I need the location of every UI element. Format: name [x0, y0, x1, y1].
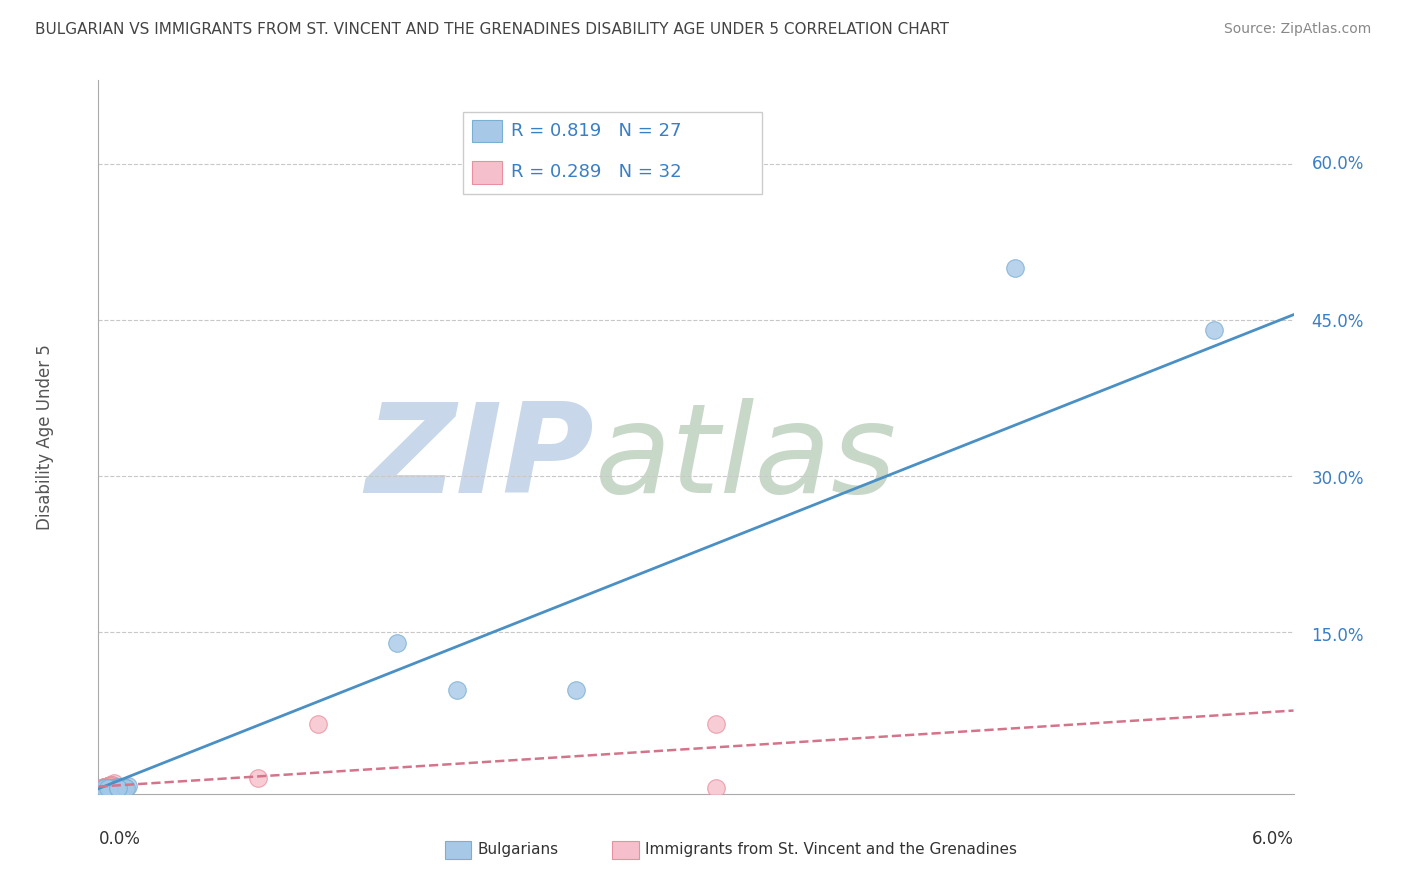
- Point: [98, 779, 122, 793]
- Point: [103, 780, 125, 794]
- Point: [103, 780, 125, 795]
- Text: R = 0.289   N = 32: R = 0.289 N = 32: [510, 163, 682, 181]
- Point: [96, 780, 118, 794]
- Point: [101, 777, 124, 791]
- Point: [115, 780, 138, 795]
- Point: [97, 780, 120, 795]
- Point: [112, 780, 135, 794]
- Point: [97, 779, 120, 793]
- Point: [98, 779, 122, 793]
- Point: [93, 780, 115, 795]
- Point: [97, 780, 120, 794]
- Point: [103, 780, 125, 795]
- Point: [101, 780, 124, 795]
- Point: [97, 779, 120, 793]
- Point: [107, 780, 129, 795]
- Point: [98, 780, 122, 795]
- FancyBboxPatch shape: [463, 112, 762, 194]
- Text: Source: ZipAtlas.com: Source: ZipAtlas.com: [1223, 22, 1371, 37]
- Point: [107, 780, 129, 794]
- Text: 30.0%: 30.0%: [1312, 470, 1364, 488]
- Point: [96, 780, 118, 794]
- Point: [97, 780, 120, 795]
- Point: [246, 771, 269, 785]
- Point: [704, 717, 727, 731]
- FancyBboxPatch shape: [613, 841, 638, 859]
- Point: [117, 779, 139, 793]
- Point: [93, 780, 115, 794]
- Point: [98, 777, 122, 791]
- Point: [98, 779, 122, 793]
- Point: [97, 780, 120, 795]
- Text: Immigrants from St. Vincent and the Grenadines: Immigrants from St. Vincent and the Gren…: [644, 842, 1017, 857]
- FancyBboxPatch shape: [472, 120, 502, 143]
- Point: [97, 780, 120, 795]
- Text: 15.0%: 15.0%: [1312, 627, 1364, 646]
- Point: [93, 780, 115, 794]
- Text: 45.0%: 45.0%: [1312, 312, 1364, 331]
- Point: [1004, 260, 1026, 275]
- Point: [111, 780, 134, 794]
- Text: ZIP: ZIP: [366, 398, 595, 519]
- Text: 60.0%: 60.0%: [1312, 155, 1364, 173]
- Point: [307, 717, 329, 731]
- FancyBboxPatch shape: [472, 161, 502, 184]
- Point: [96, 780, 118, 795]
- Point: [107, 780, 129, 795]
- Point: [98, 779, 122, 793]
- Point: [93, 780, 115, 794]
- Point: [96, 780, 118, 794]
- Point: [385, 636, 409, 650]
- Text: Bulgarians: Bulgarians: [477, 842, 558, 857]
- Point: [96, 780, 118, 794]
- Point: [101, 777, 124, 791]
- Point: [96, 780, 118, 794]
- Point: [704, 780, 727, 795]
- Point: [97, 779, 120, 793]
- Point: [98, 777, 122, 791]
- FancyBboxPatch shape: [446, 841, 471, 859]
- Point: [93, 780, 115, 794]
- Point: [97, 779, 120, 793]
- Text: BULGARIAN VS IMMIGRANTS FROM ST. VINCENT AND THE GRENADINES DISABILITY AGE UNDER: BULGARIAN VS IMMIGRANTS FROM ST. VINCENT…: [35, 22, 949, 37]
- Text: atlas: atlas: [595, 398, 897, 519]
- Text: 0.0%: 0.0%: [98, 830, 141, 847]
- Text: R = 0.819   N = 27: R = 0.819 N = 27: [510, 122, 682, 140]
- Point: [107, 780, 129, 794]
- Point: [97, 779, 120, 793]
- Point: [565, 682, 588, 697]
- Point: [105, 780, 128, 795]
- Point: [103, 780, 125, 795]
- Point: [97, 779, 120, 793]
- Point: [103, 776, 125, 790]
- Point: [110, 780, 132, 794]
- Text: Disability Age Under 5: Disability Age Under 5: [35, 344, 53, 530]
- Point: [107, 780, 129, 795]
- Point: [446, 682, 468, 697]
- Text: 6.0%: 6.0%: [1251, 830, 1294, 847]
- Point: [98, 779, 122, 793]
- Point: [98, 780, 122, 795]
- Point: [1202, 323, 1225, 337]
